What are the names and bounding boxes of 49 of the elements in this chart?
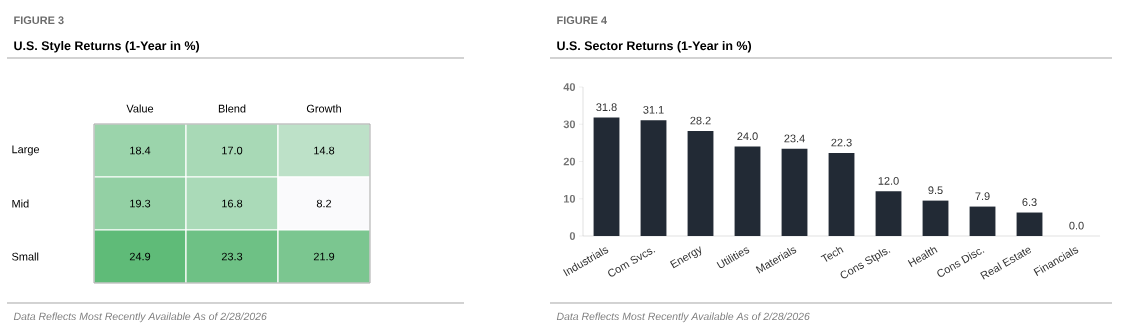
- y-tick-label: 20: [563, 157, 576, 166]
- x-tick-label: Com Svcs.: [608, 248, 656, 277]
- data-label: 23.3: [221, 252, 243, 261]
- data-label: 6.3: [1022, 198, 1037, 207]
- data-label: 14.8: [314, 146, 335, 155]
- data-label: 17.0: [222, 146, 243, 155]
- text: Data Reflects Most Recently Available As of 2/28/2026: [13, 312, 267, 323]
- bar: [734, 146, 761, 236]
- bar: [1016, 212, 1043, 236]
- y-tick-label: 0: [569, 232, 576, 240]
- bar: [875, 191, 902, 236]
- data-label: 22.3: [831, 138, 852, 147]
- bar: [969, 206, 996, 236]
- data-label: 23.4: [784, 134, 805, 143]
- y-tick-label: 10: [563, 194, 576, 203]
- text: Data Reflects Most Recently Available As of 2/28/2026: [556, 312, 810, 323]
- y-tick-label: Small: [12, 252, 39, 261]
- bar: [593, 117, 620, 236]
- data-label: 24.0: [737, 132, 758, 141]
- x-tick-label: Growth: [306, 104, 341, 113]
- data-label: 9.5: [928, 186, 943, 195]
- data-label: 31.8: [596, 103, 617, 112]
- data-label: 8.2: [316, 199, 332, 208]
- bar: [828, 152, 855, 236]
- data-label: 16.8: [222, 199, 243, 208]
- data-label: 21.9: [313, 252, 335, 261]
- data-label: 24.9: [129, 252, 151, 261]
- data-label: 31.1: [643, 105, 664, 114]
- data-label: 18.4: [130, 146, 151, 155]
- x-tick-label: Blend: [218, 104, 246, 113]
- chart-subtitle: U.S. Sector Returns (1-Year in %): [557, 40, 752, 53]
- chart-title: FIGURE 4: [557, 16, 607, 25]
- x-tick-label: Tech: [820, 246, 844, 262]
- data-label: 12.0: [878, 177, 899, 185]
- bar: [781, 148, 808, 236]
- y-tick-label: Mid: [12, 199, 29, 208]
- data-label: 19.3: [130, 199, 151, 208]
- bar: [687, 130, 714, 236]
- chart-subtitle: U.S. Style Returns (1-Year in %): [14, 40, 200, 53]
- y-tick-label: Large: [12, 145, 40, 156]
- y-tick-label: 30: [563, 120, 576, 129]
- data-label: 0.0: [1069, 221, 1084, 230]
- data-label: 28.2: [690, 116, 711, 125]
- bar: [922, 200, 949, 236]
- y-tick-label: 40: [563, 83, 576, 91]
- bar: [640, 120, 667, 236]
- x-tick-label: Value: [126, 104, 154, 113]
- chart-title: FIGURE 3: [14, 16, 64, 25]
- data-label: 7.9: [975, 192, 990, 201]
